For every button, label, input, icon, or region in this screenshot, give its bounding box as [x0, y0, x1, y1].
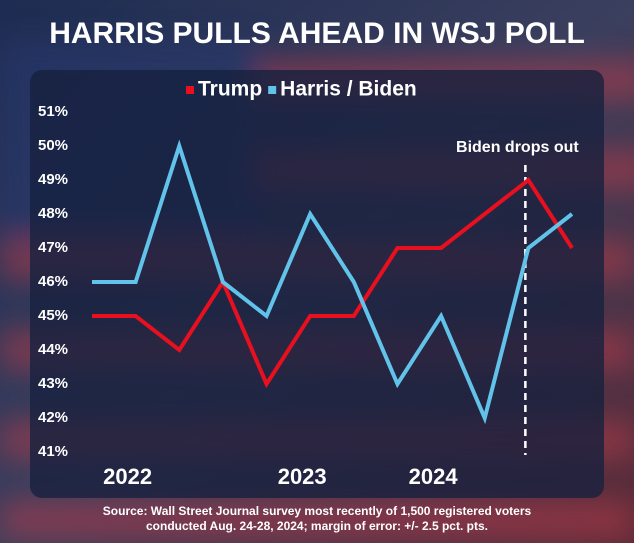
source-line: Source: Wall Street Journal survey most … [103, 504, 532, 518]
annotation: Biden drops out [456, 139, 579, 156]
y-tick-label: 49% [38, 171, 68, 188]
y-tick-label: 42% [38, 409, 68, 426]
y-tick-label: 43% [38, 375, 68, 392]
series-line [92, 139, 574, 425]
y-tick-label: 41% [38, 443, 68, 460]
legend-label: Trump [198, 78, 262, 101]
y-tick-label: 48% [38, 205, 68, 222]
y-tick-label: 51% [38, 103, 68, 120]
y-tick-label: 47% [38, 239, 68, 256]
y-tick-label: 46% [38, 273, 68, 290]
y-tick-label: 50% [38, 137, 68, 154]
plot-panel [30, 70, 604, 498]
legend-swatch [268, 86, 277, 94]
x-tick-label: 2024 [409, 464, 459, 489]
series-line [92, 177, 574, 389]
x-tick-label: 2022 [103, 464, 152, 489]
x-tick-label: 2023 [278, 464, 327, 489]
chart-title: HARRIS PULLS AHEAD IN WSJ POLL [49, 17, 585, 50]
legend-label: Harris / Biden [280, 78, 417, 101]
y-tick-label: 45% [38, 307, 68, 324]
y-tick-label: 44% [38, 341, 68, 358]
source-line: conducted Aug. 24-28, 2024; margin of er… [146, 519, 488, 533]
legend-swatch [186, 86, 194, 94]
